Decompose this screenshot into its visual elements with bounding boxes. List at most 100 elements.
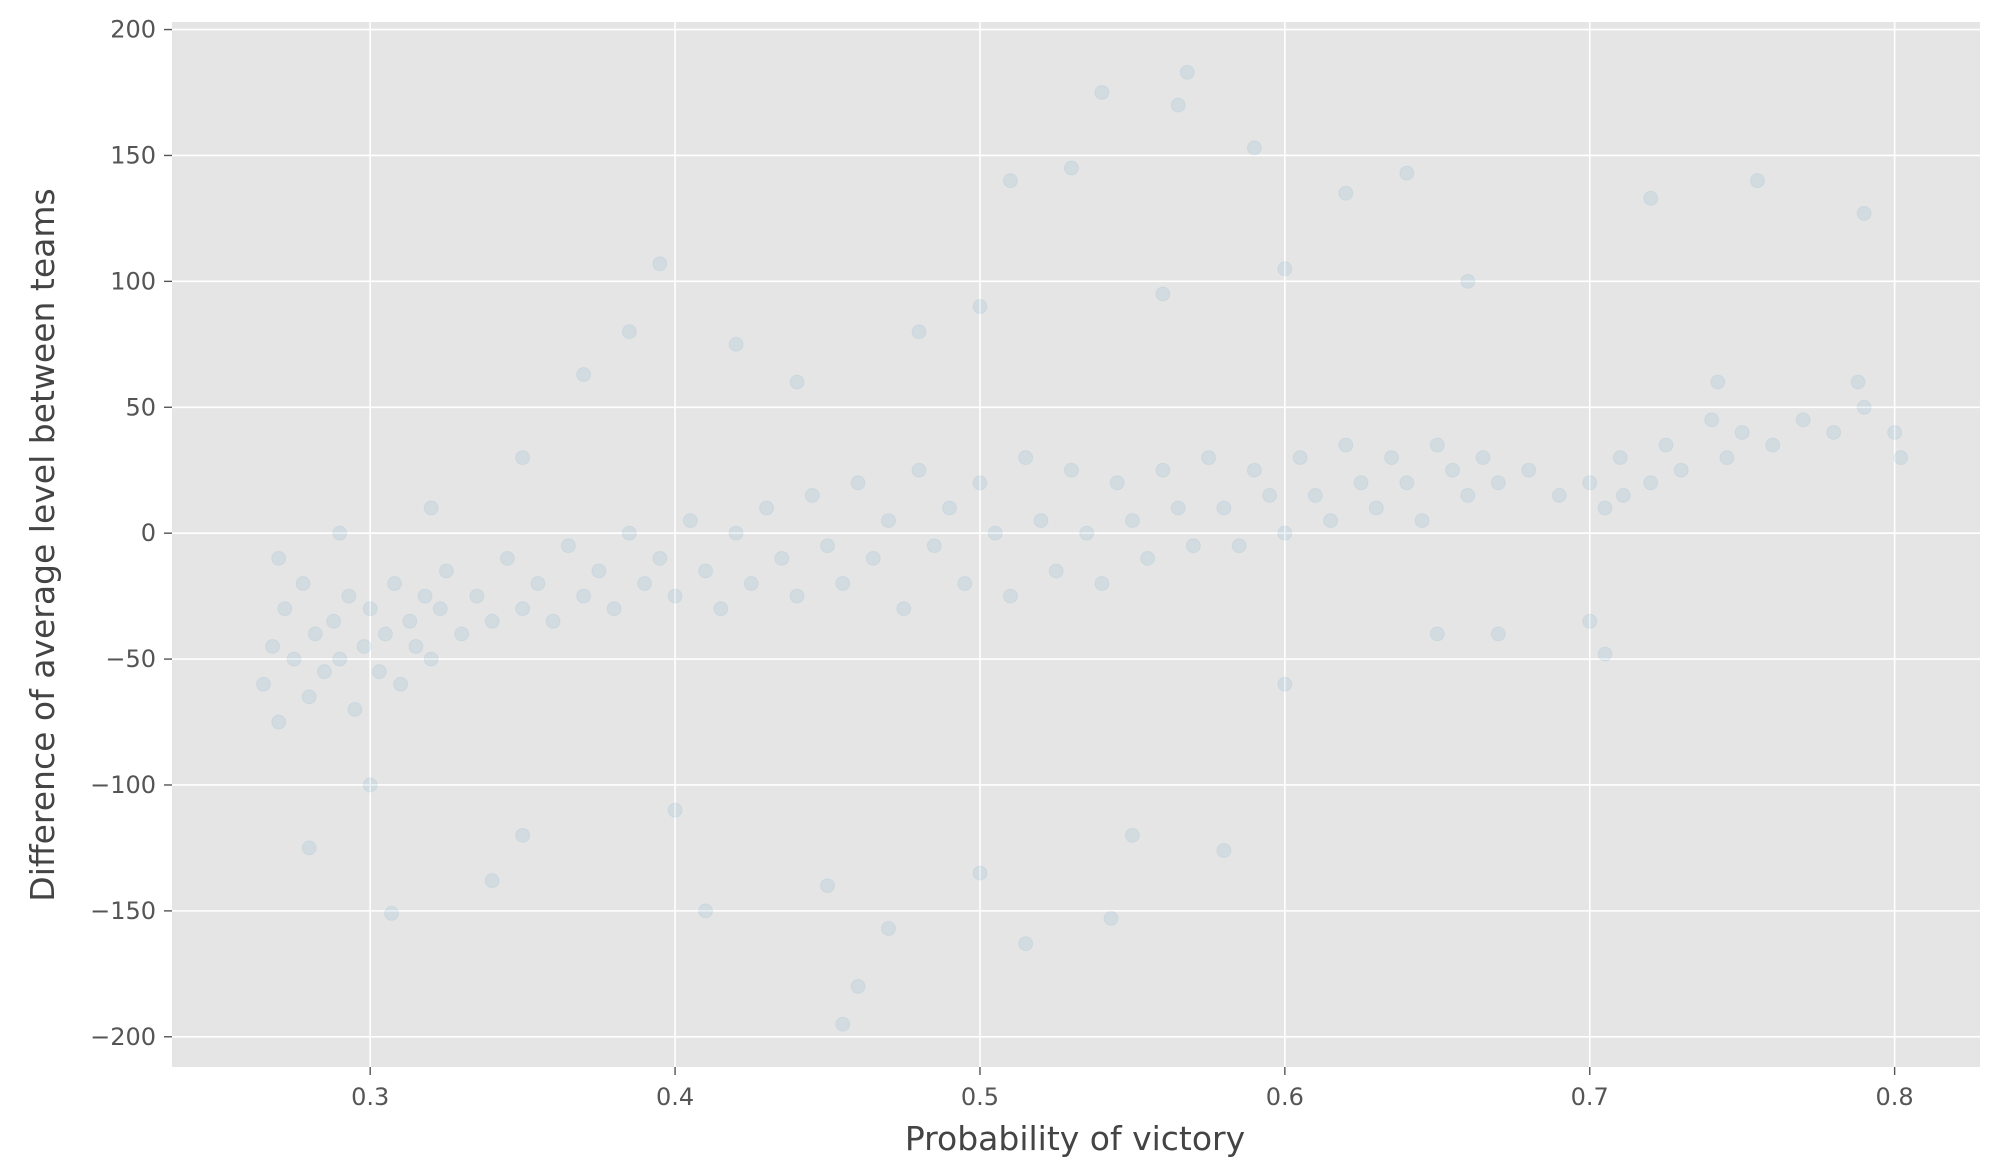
scatter-point [1582, 475, 1598, 491]
scatter-point [1368, 500, 1384, 516]
scatter-point [820, 878, 836, 894]
scatter-point [423, 500, 439, 516]
scatter-point [1155, 286, 1171, 302]
scatter-point [1460, 273, 1476, 289]
scatter-point [576, 588, 592, 604]
y-tick-label: −200 [90, 1023, 156, 1051]
scatter-point [1292, 450, 1308, 466]
scatter-point [1719, 450, 1735, 466]
scatter-point [484, 873, 500, 889]
scatter-point [301, 840, 317, 856]
scatter-point [1353, 475, 1369, 491]
scatter-point [1399, 475, 1415, 491]
scatter-point [1643, 475, 1659, 491]
scatter-point [1551, 487, 1567, 503]
scatter-point [774, 550, 790, 566]
scatter-point [1582, 613, 1598, 629]
scatter-point [880, 513, 896, 529]
scatter-point [911, 462, 927, 478]
scatter-point [1597, 646, 1613, 662]
scatter-point [1338, 437, 1354, 453]
scatter-point [265, 638, 281, 654]
scatter-point [377, 626, 393, 642]
scatter-point [789, 588, 805, 604]
scatter-point [1704, 412, 1720, 428]
scatter-point [728, 525, 744, 541]
scatter-point [1338, 185, 1354, 201]
scatter-point [1384, 450, 1400, 466]
scatter-point [1094, 576, 1110, 592]
scatter-point [1246, 462, 1262, 478]
scatter-point [1094, 85, 1110, 101]
scatter-point [850, 475, 866, 491]
scatter-point [1445, 462, 1461, 478]
scatter-point [820, 538, 836, 554]
scatter-point [454, 626, 470, 642]
scatter-point [438, 563, 454, 579]
scatter-point [341, 588, 357, 604]
scatter-point [402, 613, 418, 629]
scatter-point [1460, 487, 1476, 503]
scatter-point [1124, 827, 1140, 843]
scatter-point [384, 905, 400, 921]
scatter-point [896, 601, 912, 617]
scatter-point [1246, 140, 1262, 156]
scatter-point [972, 299, 988, 315]
scatter-point [271, 714, 287, 730]
scatter-point [1658, 437, 1674, 453]
scatter-point [286, 651, 302, 667]
scatter-point [560, 538, 576, 554]
x-axis-ticks: 0.3 0.4 0.5 0.6 0.7 0.8 [351, 1067, 1914, 1111]
x-tick-label: 0.7 [1571, 1083, 1609, 1111]
scatter-point [1277, 261, 1293, 277]
scatter-point [1277, 676, 1293, 692]
scatter-point [417, 588, 433, 604]
y-tick-label: −50 [105, 645, 156, 673]
scatter-point [865, 550, 881, 566]
scatter-point [1155, 462, 1171, 478]
scatter-point [1673, 462, 1689, 478]
scatter-point [1643, 190, 1659, 206]
scatter-point [1231, 538, 1247, 554]
scatter-point [1140, 550, 1156, 566]
scatter-point [371, 664, 387, 680]
scatter-point [1323, 513, 1339, 529]
scatter-point [326, 613, 342, 629]
scatter-point [499, 550, 515, 566]
scatter-point [850, 978, 866, 994]
scatter-point [271, 550, 287, 566]
y-tick-label: 100 [110, 267, 156, 295]
scatter-point [1277, 525, 1293, 541]
scatter-point [1048, 563, 1064, 579]
scatter-point [277, 601, 293, 617]
scatter-point [698, 563, 714, 579]
scatter-point [1307, 487, 1323, 503]
scatter-point [972, 475, 988, 491]
scatter-point [667, 588, 683, 604]
scatter-point [1887, 424, 1903, 440]
scatter-point [728, 336, 744, 352]
scatter-point [698, 903, 714, 919]
scatter-point [789, 374, 805, 390]
scatter-point [1079, 525, 1095, 541]
scatter-point [295, 576, 311, 592]
scatter-point [362, 777, 378, 793]
y-tick-label: 50 [125, 393, 156, 421]
scatter-point [387, 576, 403, 592]
scatter-point [1597, 500, 1613, 516]
scatter-point [957, 576, 973, 592]
scatter-point [1002, 588, 1018, 604]
scatter-point [972, 865, 988, 881]
scatter-point [1615, 487, 1631, 503]
y-tick-label: 0 [141, 519, 156, 547]
scatter-point [515, 601, 531, 617]
scatter-point [1103, 910, 1119, 926]
x-tick-label: 0.4 [656, 1083, 694, 1111]
scatter-point [1033, 513, 1049, 529]
scatter-point [591, 563, 607, 579]
scatter-point [1521, 462, 1537, 478]
plot-background [172, 22, 1980, 1067]
scatter-point [1749, 173, 1765, 189]
scatter-point [307, 626, 323, 642]
scatter-point [1185, 538, 1201, 554]
